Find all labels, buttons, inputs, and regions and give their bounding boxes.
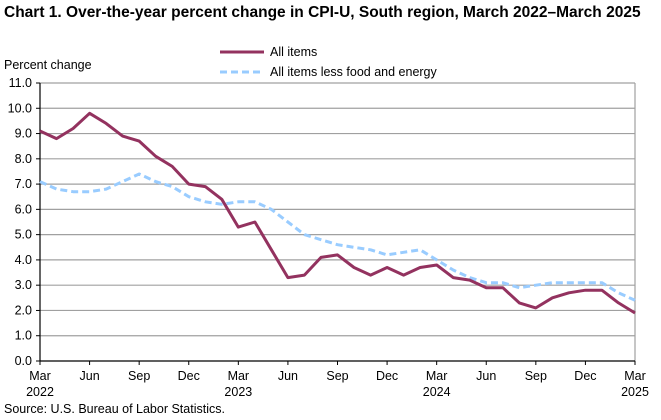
series-line-core bbox=[39, 172, 636, 302]
x-tick-label: Jun bbox=[476, 369, 496, 383]
y-axis-label: Percent change bbox=[4, 58, 92, 72]
x-tick-label: Dec bbox=[178, 369, 200, 383]
x-tick-label: Sep bbox=[326, 369, 348, 383]
y-tick-label: 10.0 bbox=[8, 101, 32, 115]
x-tick-label: Mar bbox=[426, 369, 448, 383]
x-tick-year: 2023 bbox=[224, 385, 252, 399]
y-tick-label: 2.0 bbox=[15, 303, 32, 317]
y-tick-label: 5.0 bbox=[15, 228, 32, 242]
x-tick-year: 2025 bbox=[621, 385, 649, 399]
x-tick-label: Mar bbox=[29, 369, 51, 383]
x-tick-label: Mar bbox=[228, 369, 250, 383]
y-tick-label: 0.0 bbox=[15, 354, 32, 368]
x-tick-label: Mar bbox=[624, 369, 646, 383]
x-tick-label: Jun bbox=[278, 369, 298, 383]
x-tick-label: Dec bbox=[376, 369, 398, 383]
legend-item-core: All items less food and energy bbox=[220, 62, 437, 82]
legend-label: All items less food and energy bbox=[270, 65, 437, 79]
legend: All items All items less food and energy bbox=[220, 42, 437, 82]
y-tick-label: 11.0 bbox=[9, 76, 32, 90]
y-tick-label: 8.0 bbox=[15, 152, 32, 166]
y-tick-label: 7.0 bbox=[15, 177, 32, 191]
x-tick-year: 2024 bbox=[423, 385, 451, 399]
x-tick-label: Dec bbox=[574, 369, 596, 383]
legend-label: All items bbox=[270, 45, 318, 59]
legend-item-all-items: All items bbox=[220, 42, 437, 62]
chart-title: Chart 1. Over-the-year percent change in… bbox=[4, 4, 641, 21]
source-note: Source: U.S. Bureau of Labor Statistics. bbox=[4, 402, 225, 416]
y-tick-label: 6.0 bbox=[15, 202, 32, 216]
y-tick-label: 9.0 bbox=[15, 127, 32, 141]
y-tick-label: 3.0 bbox=[15, 278, 32, 292]
legend-swatch-solid bbox=[220, 50, 264, 54]
x-tick-year: 2022 bbox=[26, 385, 54, 399]
y-tick-label: 4.0 bbox=[15, 253, 32, 267]
x-tick-label: Sep bbox=[128, 369, 150, 383]
x-tick-label: Sep bbox=[525, 369, 547, 383]
legend-swatch-dashed bbox=[220, 70, 264, 74]
x-tick-label: Jun bbox=[80, 369, 100, 383]
y-tick-label: 1.0 bbox=[15, 329, 32, 343]
